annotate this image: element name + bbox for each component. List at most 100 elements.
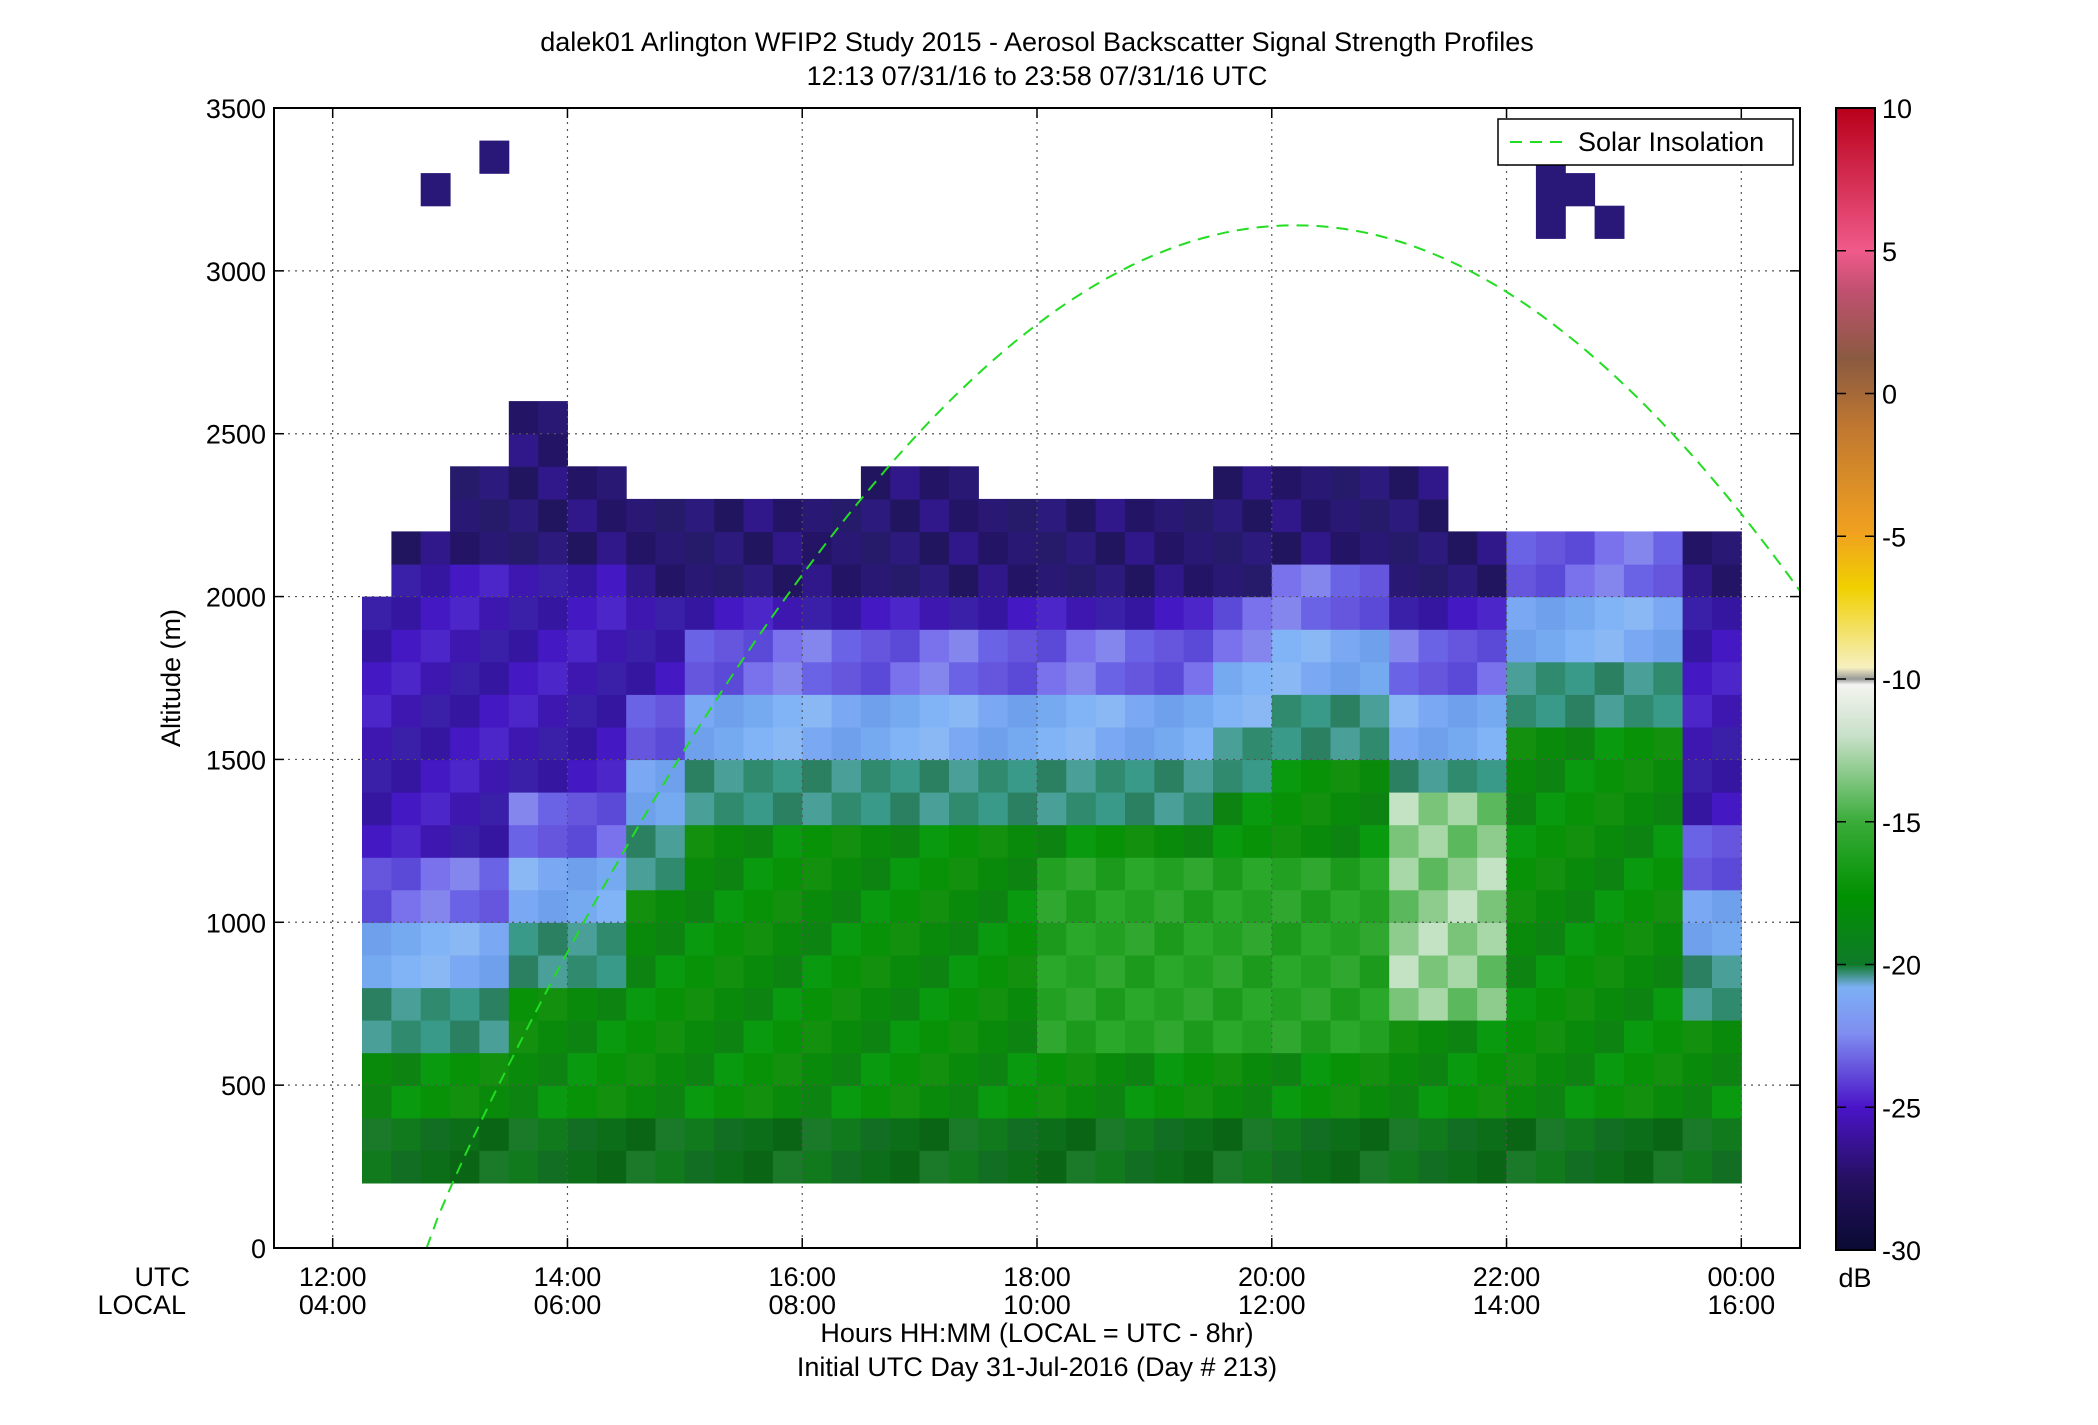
heat-cell <box>1154 1052 1185 1086</box>
heat-cell <box>1183 1085 1214 1119</box>
heat-cell <box>655 824 686 858</box>
heat-cell <box>1242 498 1273 533</box>
heat-cell <box>1418 694 1449 728</box>
heat-cell <box>1213 498 1243 533</box>
heat-cell <box>1271 531 1302 565</box>
heat-cell <box>1007 1150 1038 1184</box>
heat-cell <box>1007 1052 1038 1086</box>
heat-cell <box>978 1020 1009 1054</box>
heat-cell <box>1007 531 1038 565</box>
heat-cell <box>1213 987 1243 1021</box>
heat-cell <box>949 857 979 891</box>
heat-cell <box>1037 1052 1067 1086</box>
heat-cell <box>890 1150 921 1184</box>
heat-cell <box>743 922 774 956</box>
heat-cell <box>1535 596 1566 630</box>
x-tick-label-utc: 14:00 <box>534 1262 602 1292</box>
heat-cell <box>890 954 921 989</box>
heat-cell <box>1389 1117 1420 1151</box>
heat-cell <box>743 498 774 533</box>
heat-cell <box>479 954 510 989</box>
heat-cell <box>1330 1150 1361 1184</box>
heat-cell <box>1359 759 1390 793</box>
heat-cell <box>1565 857 1596 891</box>
heat-cell <box>1213 922 1243 956</box>
heat-cell <box>831 629 862 663</box>
heat-cell <box>1271 857 1302 891</box>
y-tick-label: 2000 <box>206 583 266 613</box>
heat-cell <box>508 824 539 858</box>
legend[interactable]: Solar Insolation <box>1497 118 1794 166</box>
heat-cell <box>1095 596 1126 630</box>
heat-cell <box>1154 792 1185 826</box>
heat-cell <box>1447 1150 1478 1184</box>
heat-cell <box>1183 954 1214 989</box>
heat-cell <box>1330 759 1361 793</box>
heat-cell <box>1447 629 1478 663</box>
heat-cell <box>714 1150 745 1184</box>
heat-cell <box>1712 954 1742 989</box>
heat-cell <box>1037 1085 1067 1119</box>
heat-cell <box>684 1150 715 1184</box>
x-tick-label-utc: 20:00 <box>1238 1262 1306 1292</box>
heat-cell <box>1389 694 1420 728</box>
heat-cell <box>1183 824 1214 858</box>
heat-cell <box>450 596 480 630</box>
heat-cell <box>508 889 539 923</box>
heat-cell <box>1565 889 1596 923</box>
heat-cell <box>684 954 715 989</box>
x-tick-labels: 12:0004:0014:0006:0016:0008:0018:0010:00… <box>299 1262 1775 1320</box>
heat-cell <box>1565 694 1596 728</box>
heat-cell <box>1682 661 1713 695</box>
heat-cell <box>1535 1117 1566 1151</box>
heat-cell <box>1359 954 1390 989</box>
heat-cell <box>1125 1085 1155 1119</box>
heat-cell <box>1066 954 1097 989</box>
heat-cell <box>890 596 921 630</box>
heat-cell <box>860 564 891 598</box>
heat-cell <box>1271 726 1302 761</box>
heat-cell <box>655 922 686 956</box>
heat-cell <box>596 792 627 826</box>
heat-cell <box>1535 792 1566 826</box>
heat-cell <box>890 1052 921 1086</box>
heat-cell <box>1682 1117 1713 1151</box>
y-tick-label: 500 <box>221 1071 266 1101</box>
heat-cell <box>1095 1117 1126 1151</box>
heat-cell <box>860 889 891 923</box>
heat-cell <box>949 564 979 598</box>
heat-cell <box>420 564 451 598</box>
heat-cell <box>743 759 774 793</box>
heat-cell <box>450 954 480 989</box>
heat-cell <box>1242 694 1273 728</box>
colorbar-tick-label: -20 <box>1882 951 1921 981</box>
heat-cell <box>1066 661 1097 695</box>
heat-cell <box>1653 1052 1684 1086</box>
heat-cell <box>362 922 392 956</box>
heat-cell <box>1183 564 1214 598</box>
heat-cell <box>1623 564 1654 598</box>
heat-cell <box>831 759 862 793</box>
heat-cell <box>655 1117 686 1151</box>
heat-cell <box>1095 857 1126 891</box>
heat-cell <box>714 824 745 858</box>
heat-cell <box>1125 498 1155 533</box>
heat-cell <box>1447 954 1478 989</box>
heat-cell <box>1712 1020 1742 1054</box>
heat-cell <box>1418 1085 1449 1119</box>
x-axis-label: Hours HH:MM (LOCAL = UTC - 8hr) <box>820 1318 1253 1348</box>
heat-cell <box>860 1117 891 1151</box>
heat-cell <box>802 596 833 630</box>
heat-cell <box>596 498 627 533</box>
heat-cell <box>1712 1052 1742 1086</box>
heat-cell <box>1653 792 1684 826</box>
heat-cell <box>1359 922 1390 956</box>
heat-cell <box>1447 1085 1478 1119</box>
heat-cell <box>567 954 598 989</box>
heat-cell <box>1359 1052 1390 1086</box>
heat-cell <box>1477 857 1508 891</box>
heat-cell <box>1007 889 1038 923</box>
heat-cell <box>538 954 568 989</box>
heat-cell <box>772 531 803 565</box>
heat-cell <box>1213 889 1243 923</box>
